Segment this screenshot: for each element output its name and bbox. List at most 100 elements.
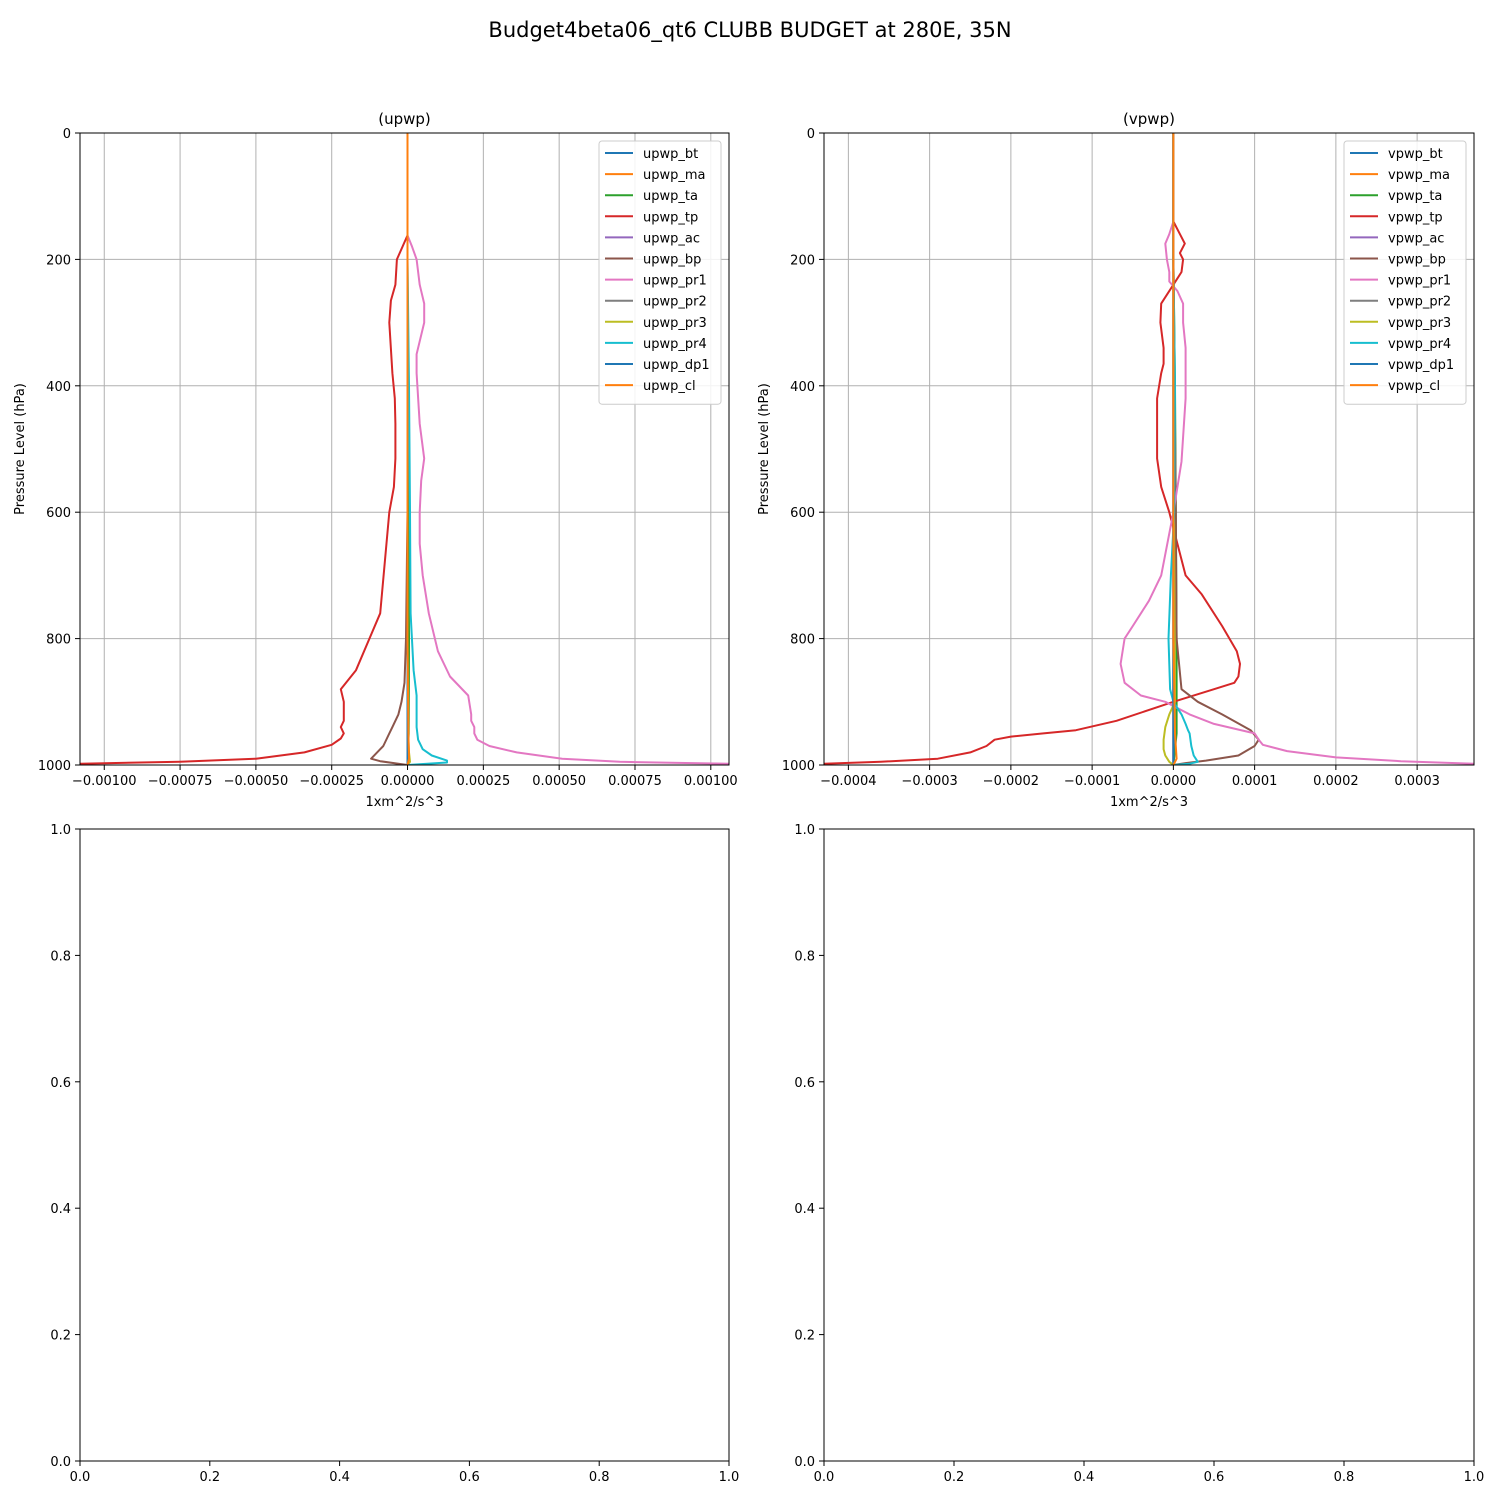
series-group [80, 133, 729, 765]
legend-entry: upwp_pr1 [643, 274, 707, 289]
x-tick-label: 0.0002 [1313, 774, 1359, 789]
x-tick-label: −0.0003 [901, 774, 957, 789]
y-tick-label: 400 [790, 380, 815, 395]
x-tick-label: 0.6 [459, 1470, 480, 1485]
y-tick-label: 1.0 [50, 823, 71, 838]
panels: −0.00100 −0.00075 −0.00050 −0.00025 0.00000 0… [13, 110, 1484, 1485]
legend-entry: vpwp_pr1 [1388, 274, 1451, 289]
series-line-upwp_pr4 [406, 133, 448, 765]
axes-frame [823, 828, 1475, 1462]
x-tick-label: 0.8 [1334, 1470, 1355, 1485]
x-tick-label: 0.00075 [608, 774, 662, 789]
x-tick-label: 0.0 [70, 1470, 91, 1485]
y-tick-label: 0.0 [794, 1455, 815, 1470]
y-axis-label: Pressure Level (hPa) [13, 383, 28, 515]
axes-frame [79, 132, 730, 766]
chart-title: (upwp) [378, 110, 431, 128]
x-tick-label: −0.00075 [148, 774, 213, 789]
legend-entry: vpwp_pr2 [1388, 295, 1451, 310]
legend-entry: vpwp_tp [1388, 210, 1443, 225]
chart-title: (vpwp) [1123, 110, 1175, 128]
y-tick-label: 0.6 [794, 1076, 815, 1091]
y-tick-label: 0 [63, 127, 71, 142]
x-tick-label: −0.0001 [1064, 774, 1120, 789]
y-tick-label: 0.8 [794, 949, 815, 964]
x-tick-label: 0.00100 [684, 774, 738, 789]
series-line-vpwp_tp [824, 133, 1241, 765]
x-tick-label: 0.00025 [456, 774, 510, 789]
legend-entry: upwp_bt [643, 147, 698, 162]
series-line-upwp_pr1 [406, 133, 729, 765]
x-axis-label: 1xm^2/s^3 [365, 795, 443, 810]
series-line-vpwp_bp [1172, 133, 1260, 765]
series-line-upwp_tp [80, 133, 409, 765]
y-tick-label: 0.8 [50, 949, 71, 964]
legend: vpwp_bt vpwp_ma vpwp_ta vpwp_tp vpwp_ac vpwp_… [1343, 140, 1467, 405]
x-tick-label: 0.0001 [1232, 774, 1278, 789]
x-tick-label: 0.00050 [532, 774, 586, 789]
x-tick-label: −0.0002 [983, 774, 1039, 789]
figure-suptitle: Budget4beta06_qt6 CLUBB BUDGET at 280E, … [488, 18, 1011, 43]
legend-entry: vpwp_dp1 [1388, 358, 1454, 373]
series-line-upwp_cl [406, 133, 410, 765]
x-tick-label: 0.4 [329, 1470, 350, 1485]
x-tick-label: −0.00025 [299, 774, 364, 789]
y-tick-label: 600 [790, 506, 815, 521]
x-tick-label: −0.0004 [820, 774, 876, 789]
legend-entry: vpwp_bp [1388, 253, 1446, 268]
y-tick-label: 0.0 [50, 1455, 71, 1470]
chart-panel-3: 0.0 0.2 0.4 0.6 0.8 1.0 0.0 0.2 0.4 0.6 0.8 1.0 [50, 823, 739, 1485]
x-tick-label: −0.00050 [224, 774, 289, 789]
x-axis-label: 1xm^2/s^3 [1110, 795, 1188, 810]
x-tick-label: 0.6 [1204, 1470, 1225, 1485]
chart-panel-1: −0.00100 −0.00075 −0.00050 −0.00025 0.00000 0… [13, 110, 738, 810]
chart-panel-4: 0.0 0.2 0.4 0.6 0.8 1.0 0.0 0.2 0.4 0.6 0.8 1.0 [794, 823, 1484, 1485]
legend-entry: upwp_pr4 [643, 337, 707, 352]
y-tick-label: 800 [46, 633, 71, 648]
y-tick-label: 200 [790, 253, 815, 268]
x-tick-label: 0.00000 [381, 774, 435, 789]
x-tick-label: 0.0 [814, 1470, 835, 1485]
y-tick-label: 0.2 [794, 1329, 815, 1344]
legend-entry: vpwp_ac [1388, 231, 1444, 246]
legend-entry: vpwp_ta [1388, 189, 1442, 204]
x-tick-label: 0.4 [1074, 1470, 1095, 1485]
legend-entry: vpwp_ma [1388, 168, 1450, 183]
y-tick-label: 600 [46, 506, 71, 521]
legend-entry: upwp_bp [643, 253, 701, 268]
x-tick-label: 0.2 [944, 1470, 965, 1485]
x-tick-label: 0.0000 [1151, 774, 1197, 789]
chart-panel-2: −0.0004 −0.0003 −0.0002 −0.0001 0.0000 0.0001… [757, 110, 1475, 810]
series-line-vpwp_pr1 [1119, 133, 1474, 765]
legend-entry: vpwp_bt [1388, 147, 1443, 162]
y-tick-label: 1000 [38, 759, 71, 774]
legend-entry: upwp_dp1 [643, 358, 710, 373]
x-tick-label: 0.2 [199, 1470, 220, 1485]
y-tick-label: 400 [46, 380, 71, 395]
x-tick-label: −0.00100 [72, 774, 137, 789]
legend-entry: vpwp_pr4 [1388, 337, 1451, 352]
y-tick-label: 800 [790, 633, 815, 648]
x-tick-label: 0.0003 [1394, 774, 1440, 789]
legend-entry: vpwp_pr3 [1388, 316, 1451, 331]
y-tick-label: 0 [807, 127, 815, 142]
x-tick-label: 0.8 [589, 1470, 610, 1485]
legend-box [1343, 140, 1467, 405]
y-tick-label: 200 [46, 253, 71, 268]
y-tick-label: 0.4 [50, 1202, 71, 1217]
y-tick-label: 1.0 [794, 823, 815, 838]
y-tick-label: 0.2 [50, 1329, 71, 1344]
axes-frame [79, 828, 730, 1462]
axes-frame [823, 132, 1475, 766]
legend-entry: upwp_tp [643, 210, 698, 225]
legend-entry: upwp_cl [643, 379, 696, 394]
legend-entry: upwp_pr3 [643, 316, 707, 331]
y-tick-label: 0.6 [50, 1076, 71, 1091]
y-tick-label: 0.4 [794, 1202, 815, 1217]
x-tick-label: 1.0 [719, 1470, 740, 1485]
legend-box [598, 140, 722, 405]
y-axis-label: Pressure Level (hPa) [757, 383, 772, 515]
legend-entry: vpwp_cl [1388, 379, 1440, 394]
legend-entry: upwp_ma [643, 168, 706, 183]
